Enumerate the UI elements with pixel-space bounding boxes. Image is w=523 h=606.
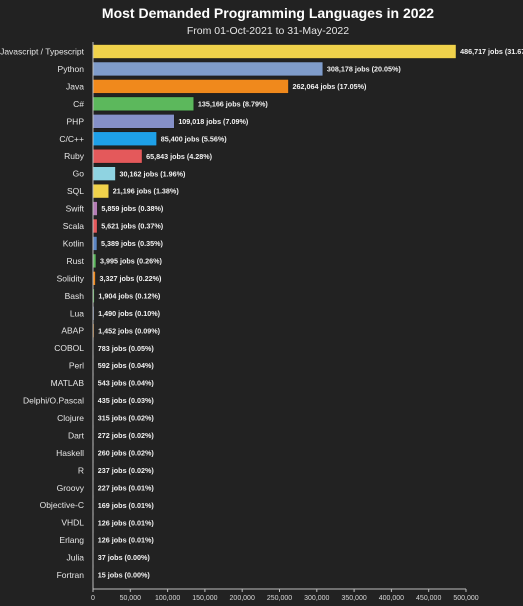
category-label-matlab: MATLAB — [51, 378, 85, 388]
category-labels: Javascript / Typescript Python Java C# PHP C/… — [0, 47, 85, 581]
value-label-haskell: 260 jobs (0.02%) — [98, 448, 155, 457]
x-tick-label: 100,000 — [155, 595, 180, 602]
category-label-sql: SQL — [67, 186, 84, 196]
bar-php — [92, 114, 175, 129]
category-label-clojure: Clojure — [57, 413, 84, 423]
category-label-c: C# — [73, 99, 84, 109]
value-label-ruby: 65,843 jobs (4.28%) — [146, 152, 213, 161]
category-label-perl: Perl — [69, 361, 84, 371]
bar-java — [92, 79, 289, 94]
category-label-cobol: COBOL — [54, 343, 84, 353]
category-label-ruby: Ruby — [64, 151, 85, 161]
category-label-javascript-typescript: Javascript / Typescript — [0, 47, 85, 57]
category-label-julia: Julia — [67, 553, 85, 563]
category-label-haskell: Haskell — [56, 448, 84, 458]
x-tick-label: 250,000 — [267, 595, 292, 602]
bar-python — [92, 61, 324, 77]
category-label-delphi-o-pascal: Delphi/O.Pascal — [23, 396, 84, 406]
value-label-scala: 5,621 jobs (0.37%) — [101, 222, 164, 231]
x-axis: 0 50,000 100,000 150,000 200,000 250,000 300,0… — [91, 42, 479, 602]
category-label-erlang: Erlang — [59, 535, 84, 545]
category-label-go: Go — [73, 169, 85, 179]
x-tick-label: 450,000 — [416, 595, 441, 602]
chart-subtitle: From 01-Oct-2021 to 31-May-2022 — [187, 25, 349, 37]
category-label-groovy: Groovy — [57, 483, 85, 493]
value-label-rust: 3,995 jobs (0.26%) — [100, 257, 163, 266]
bar-javascript-typescript — [92, 44, 457, 59]
value-label-cobol: 783 jobs (0.05%) — [98, 344, 155, 353]
bar-c-c — [92, 131, 158, 147]
bar-ruby — [92, 148, 143, 164]
x-tick-label: 50,000 — [120, 595, 142, 602]
value-label-dart: 272 jobs (0.02%) — [98, 431, 155, 440]
category-label-objective-c: Objective-C — [40, 500, 84, 510]
value-label-solidity: 3,327 jobs (0.22%) — [99, 274, 162, 283]
category-label-vhdl: VHDL — [61, 518, 84, 528]
value-label-matlab: 543 jobs (0.04%) — [98, 379, 155, 388]
value-label-perl: 592 jobs (0.04%) — [98, 361, 155, 370]
x-tick-label: 400,000 — [379, 595, 404, 602]
value-label-python: 308,178 jobs (20.05%) — [327, 65, 402, 74]
value-label-c-c: 85,400 jobs (5.56%) — [161, 134, 228, 143]
value-label-abap: 1,452 jobs (0.09%) — [98, 326, 161, 335]
value-label-bash: 1,904 jobs (0.12%) — [98, 291, 161, 300]
value-label-vhdl: 126 jobs (0.01%) — [98, 518, 155, 527]
value-label-javascript-typescript: 486,717 jobs (31.67%) — [460, 47, 523, 56]
category-label-solidity: Solidity — [57, 273, 85, 283]
value-label-groovy: 227 jobs (0.01%) — [98, 483, 155, 492]
category-label-bash: Bash — [65, 291, 85, 301]
category-label-r: R — [78, 465, 84, 475]
bar-kotlin — [92, 236, 98, 251]
category-label-php: PHP — [67, 116, 85, 126]
value-label-sql: 21,196 jobs (1.38%) — [113, 187, 180, 196]
bar-go — [92, 166, 116, 181]
value-label-r: 237 jobs (0.02%) — [98, 466, 155, 475]
x-tick-label: 0 — [91, 595, 95, 602]
value-label-delphi-o-pascal: 435 jobs (0.03%) — [98, 396, 155, 405]
value-label-php: 109,018 jobs (7.09%) — [178, 117, 249, 126]
category-label-abap: ABAP — [61, 326, 84, 336]
value-label-swift: 5,859 jobs (0.38%) — [101, 204, 164, 213]
category-label-c-c: C/C++ — [59, 134, 84, 144]
bar-swift — [92, 201, 98, 216]
value-label-java: 262,064 jobs (17.05%) — [292, 82, 367, 91]
value-label-julia: 37 jobs (0.00%) — [98, 553, 151, 562]
value-label-lua: 1,490 jobs (0.10%) — [98, 309, 161, 318]
x-tick-label: 300,000 — [304, 595, 329, 602]
bar-sql — [92, 183, 110, 199]
category-label-rust: Rust — [67, 256, 85, 266]
x-tick-label: 500,000 — [453, 595, 478, 602]
category-label-fortran: Fortran — [57, 570, 85, 580]
category-label-kotlin: Kotlin — [63, 238, 85, 248]
value-labels: 486,717 jobs (31.67%) 308,178 jobs (20.05… — [98, 47, 523, 580]
value-label-c: 135,166 jobs (8.79%) — [198, 99, 269, 108]
value-label-fortran: 15 jobs (0.00%) — [98, 571, 151, 580]
bar-scala — [92, 218, 98, 234]
value-label-kotlin: 5,389 jobs (0.35%) — [101, 239, 164, 248]
chart-title: Most Demanded Programming Languages in 2… — [102, 5, 434, 21]
value-label-objective-c: 169 jobs (0.01%) — [98, 501, 155, 510]
x-tick-label: 150,000 — [192, 595, 217, 602]
value-label-erlang: 126 jobs (0.01%) — [98, 536, 155, 545]
value-label-clojure: 315 jobs (0.02%) — [98, 414, 155, 423]
value-label-go: 30,162 jobs (1.96%) — [120, 169, 187, 178]
category-label-scala: Scala — [63, 221, 85, 231]
category-label-dart: Dart — [68, 430, 85, 440]
category-label-swift: Swift — [66, 204, 85, 214]
x-tick-label: 350,000 — [341, 595, 366, 602]
category-label-lua: Lua — [70, 308, 84, 318]
category-label-python: Python — [58, 64, 85, 74]
x-tick-label: 200,000 — [230, 595, 255, 602]
bar-c — [92, 96, 195, 112]
category-label-java: Java — [66, 81, 84, 91]
